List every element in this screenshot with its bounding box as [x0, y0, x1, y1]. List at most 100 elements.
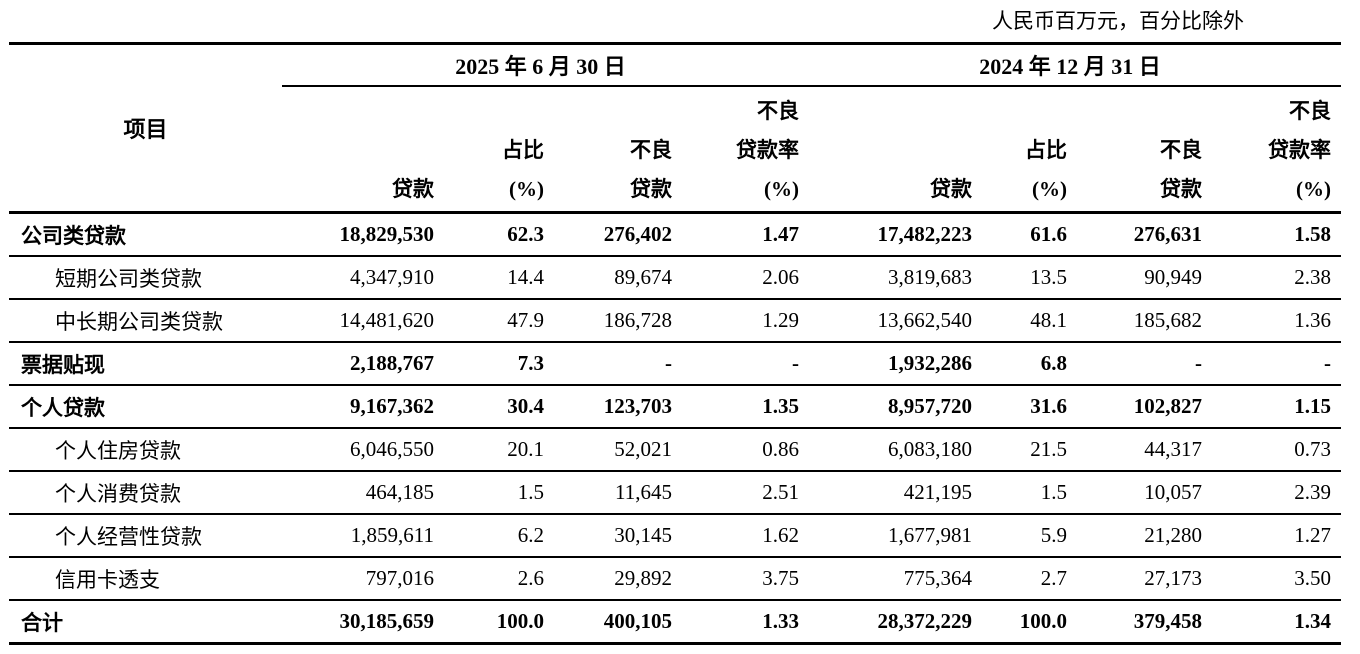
cell-value: 1.5: [434, 471, 544, 515]
cell-value: 276,631: [1067, 212, 1203, 257]
cell-value: 0.73: [1202, 428, 1342, 472]
column-header-row: 贷款 占比 (%) 不良 贷款 不良 贷款率 (%) 贷款 占比 (%) 不良 …: [9, 86, 1342, 214]
cell-value: 276,402: [544, 212, 672, 257]
column-header-loans-2025: 贷款: [282, 86, 434, 214]
column-header-proportion-2025: 占比 (%): [434, 86, 544, 214]
row-label: 公司类贷款: [9, 212, 282, 257]
cell-value: 44,317: [1067, 428, 1203, 472]
cell-value: 27,173: [1067, 557, 1203, 601]
row-label: 个人贷款: [9, 385, 282, 429]
cell-value: 61.6: [972, 212, 1068, 257]
cell-value: -: [1067, 342, 1203, 386]
cell-value: 2.7: [972, 557, 1068, 601]
cell-value: 3.50: [1202, 557, 1342, 601]
cell-value: 2.51: [672, 471, 800, 515]
cell-value: 89,674: [544, 256, 672, 300]
cell-value: 1.47: [672, 212, 800, 257]
cell-value: 1,932,286: [799, 342, 973, 386]
cell-value: 13.5: [972, 256, 1068, 300]
cell-value: 5.9: [972, 514, 1068, 558]
cell-value: 8,957,720: [799, 385, 973, 429]
cell-value: 62.3: [434, 212, 544, 257]
row-label: 中长期公司类贷款: [9, 299, 282, 343]
cell-value: 1.15: [1202, 385, 1342, 429]
table-body: 公司类贷款 18,829,530 62.3 276,402 1.47 17,482,223…: [9, 212, 1342, 645]
row-label: 合计: [9, 600, 282, 645]
cell-value: 1.29: [672, 299, 800, 343]
cell-value: 186,728: [544, 299, 672, 343]
cell-value: 14,481,620: [282, 299, 434, 343]
cell-value: 2,188,767: [282, 342, 434, 386]
cell-value: 3.75: [672, 557, 800, 601]
cell-value: 17,482,223: [799, 212, 973, 257]
cell-value: 30,145: [544, 514, 672, 558]
cell-value: 30.4: [434, 385, 544, 429]
cell-value: 775,364: [799, 557, 973, 601]
row-label: 个人经营性贷款: [9, 514, 282, 558]
cell-value: 100.0: [972, 600, 1068, 645]
cell-value: 1.58: [1202, 212, 1342, 257]
period-header-2024: 2024 年 12 月 31 日: [799, 43, 1342, 87]
table-row: 中长期公司类贷款 14,481,620 47.9 186,728 1.29 13,662,…: [9, 299, 1342, 343]
cell-value: 797,016: [282, 557, 434, 601]
cell-value: 6,046,550: [282, 428, 434, 472]
cell-value: 29,892: [544, 557, 672, 601]
column-header-proportion-2024: 占比 (%): [972, 86, 1068, 214]
cell-value: 2.06: [672, 256, 800, 300]
cell-value: 21,280: [1067, 514, 1203, 558]
table-row: 个人贷款 9,167,362 30.4 123,703 1.35 8,957,720 31.…: [9, 385, 1342, 429]
cell-value: 379,458: [1067, 600, 1203, 645]
column-header-npl-ratio-2024: 不良 贷款率 (%): [1202, 86, 1342, 214]
cell-value: 21.5: [972, 428, 1068, 472]
row-label: 个人消费贷款: [9, 471, 282, 515]
table-row: 个人经营性贷款 1,859,611 6.2 30,145 1.62 1,677,981 5.…: [9, 514, 1342, 558]
cell-value: 9,167,362: [282, 385, 434, 429]
cell-value: 3,819,683: [799, 256, 973, 300]
cell-value: 1.35: [672, 385, 800, 429]
cell-value: 1.62: [672, 514, 800, 558]
cell-value: -: [1202, 342, 1342, 386]
cell-value: 1.34: [1202, 600, 1342, 645]
period-header-row: 项目 2025 年 6 月 30 日 2024 年 12 月 31 日: [9, 43, 1342, 214]
cell-value: 6.8: [972, 342, 1068, 386]
period-header-2025: 2025 年 6 月 30 日: [282, 43, 800, 87]
column-header-npl-2024: 不良 贷款: [1067, 86, 1203, 214]
loan-table: 项目 2025 年 6 月 30 日 2024 年 12 月 31 日 贷款 占…: [9, 42, 1342, 645]
cell-value: 400,105: [544, 600, 672, 645]
cell-value: 6,083,180: [799, 428, 973, 472]
table-row: 个人消费贷款 464,185 1.5 11,645 2.51 421,195 1.5 10,0…: [9, 471, 1342, 515]
row-label: 短期公司类贷款: [9, 256, 282, 300]
cell-value: 90,949: [1067, 256, 1203, 300]
table-row: 公司类贷款 18,829,530 62.3 276,402 1.47 17,482,223…: [9, 212, 1342, 257]
item-column-header: 项目: [9, 43, 282, 214]
cell-value: 2.38: [1202, 256, 1342, 300]
column-header-npl-ratio-2025: 不良 贷款率 (%): [672, 86, 800, 214]
cell-value: 6.2: [434, 514, 544, 558]
cell-value: 7.3: [434, 342, 544, 386]
table-row: 短期公司类贷款 4,347,910 14.4 89,674 2.06 3,819,683 1…: [9, 256, 1342, 300]
cell-value: -: [544, 342, 672, 386]
cell-value: 0.86: [672, 428, 800, 472]
cell-value: 14.4: [434, 256, 544, 300]
cell-value: 2.39: [1202, 471, 1342, 515]
cell-value: 2.6: [434, 557, 544, 601]
column-header-npl-2025: 不良 贷款: [544, 86, 672, 214]
cell-value: 48.1: [972, 299, 1068, 343]
table-row: 合计 30,185,659 100.0 400,105 1.33 28,372,229 10…: [9, 600, 1342, 645]
cell-value: 102,827: [1067, 385, 1203, 429]
table-row: 票据贴现 2,188,767 7.3- -1,932,286 6.8- -: [9, 342, 1342, 386]
cell-value: 464,185: [282, 471, 434, 515]
cell-value: 28,372,229: [799, 600, 973, 645]
row-label: 个人住房贷款: [9, 428, 282, 472]
cell-value: 52,021: [544, 428, 672, 472]
cell-value: 421,195: [799, 471, 973, 515]
row-label: 信用卡透支: [9, 557, 282, 601]
cell-value: 123,703: [544, 385, 672, 429]
cell-value: 1.33: [672, 600, 800, 645]
cell-value: 1,677,981: [799, 514, 973, 558]
cell-value: 185,682: [1067, 299, 1203, 343]
cell-value: 47.9: [434, 299, 544, 343]
table-row: 信用卡透支 797,016 2.6 29,892 3.75 775,364 2.7 27,17…: [9, 557, 1342, 601]
cell-value: 18,829,530: [282, 212, 434, 257]
